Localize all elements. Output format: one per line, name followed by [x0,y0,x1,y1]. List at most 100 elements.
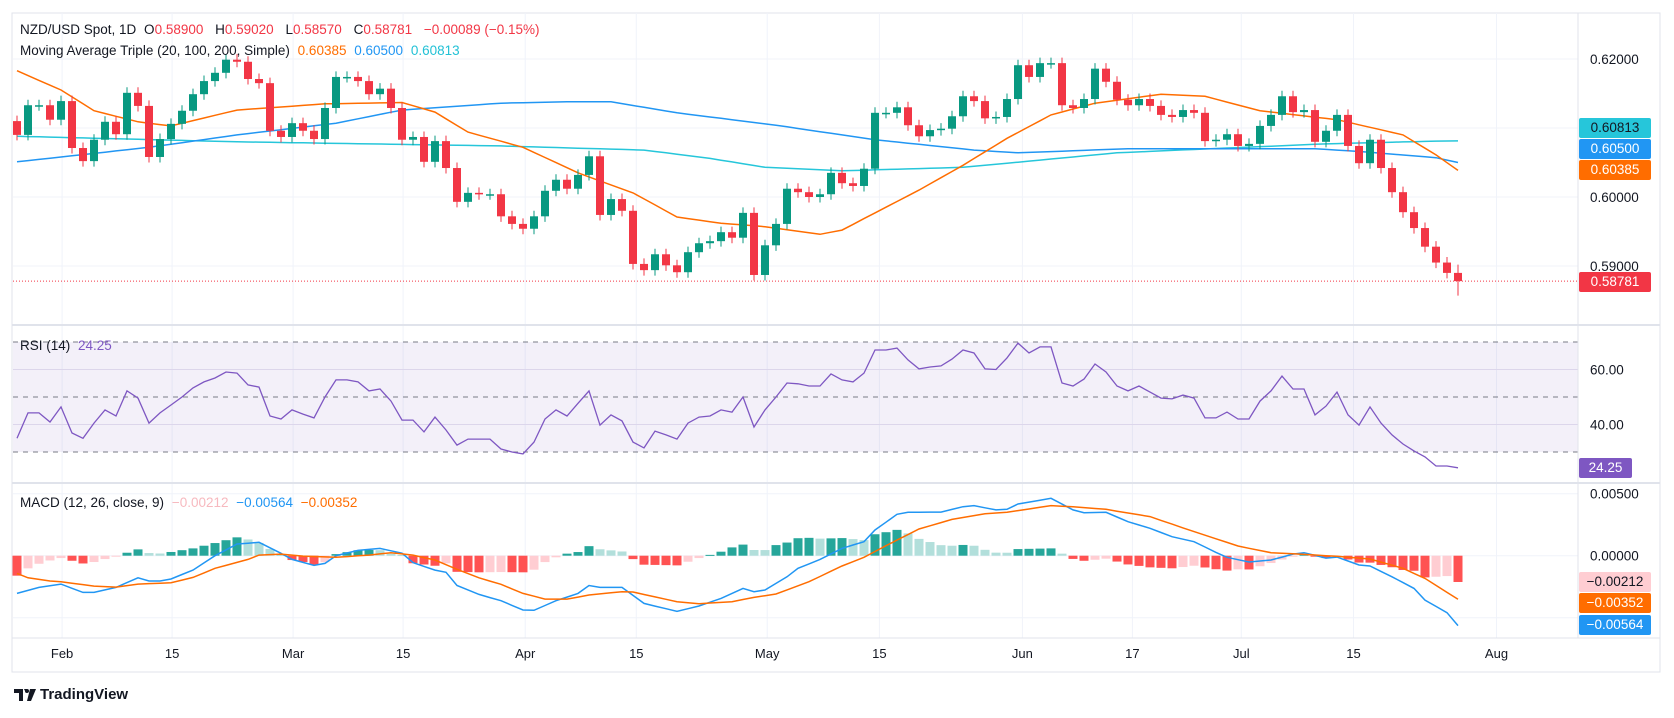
macd-histogram-bar [584,546,594,556]
low-value: 0.58570 [292,22,342,37]
ma-title[interactable]: Moving Average Triple (20, 100, 200, Sim… [20,43,290,58]
price-tick-label: 0.60000 [1590,190,1639,205]
macd-histogram-bar [1156,555,1166,568]
candle [728,226,736,244]
ma200-badge: 0.60813 [1579,118,1651,138]
candle-body [937,128,945,131]
candle-body [420,136,428,162]
candle [277,125,285,143]
candle-body [904,107,912,126]
candle [431,135,439,168]
candle-body [387,88,395,108]
candle-body [1278,96,1286,115]
candle [926,124,934,142]
time-tick-label: Apr [515,646,536,661]
symbol-title[interactable]: NZD/USD Spot, 1D [20,22,137,37]
time-tick-label: 15 [629,646,643,661]
candle [574,169,582,195]
macd-histogram-bar [573,552,583,556]
candle-body [893,107,901,113]
candle [1058,57,1066,111]
macd-histogram-bar [1222,555,1232,571]
macd-histogram-bar [122,552,132,556]
candle [519,218,527,235]
tradingview-logo[interactable]: TradingView [14,686,128,703]
macd-histogram-bar [1079,555,1089,561]
candle-body [1355,145,1363,164]
candle-body [673,265,681,273]
rsi-title[interactable]: RSI (14) [20,338,71,353]
candle [1234,128,1242,152]
candle [453,162,461,208]
candle [1091,63,1099,105]
candle [640,258,648,276]
macd-histogram-bar [529,555,539,570]
macd-histogram-bar [595,549,605,556]
macd-histogram-bar [826,538,836,556]
macd-histogram-bar [298,555,308,563]
candle [1102,63,1110,88]
macd-histogram-bar [870,534,880,556]
macd-histogram-bar [1354,555,1364,563]
candle [1179,104,1187,123]
candle [178,105,186,130]
macd-histogram-bar [683,555,693,562]
macd-histogram-bar [1321,555,1331,559]
candle-body [189,94,197,111]
macd-signal-line [16,504,1459,605]
candle [1355,140,1363,169]
candle [684,246,692,278]
candle [563,174,571,195]
macd-histogram-bar [111,555,121,557]
candle [1366,134,1374,169]
candle-body [783,188,791,224]
candle [288,117,296,143]
candle [68,95,76,154]
candle [101,116,109,146]
ma100-badge: 0.60500 [1579,139,1651,159]
macd-histogram-bar [914,538,924,556]
macd-histogram-bar [1013,549,1023,556]
candle-body [354,76,362,82]
candle-body [1267,114,1275,126]
macd-histogram-bar [1431,555,1441,577]
macd-histogram-bar [1145,555,1155,568]
candle [1278,90,1286,121]
macd-histogram-bar [540,555,550,563]
candle-body [1311,110,1319,142]
candle-body [222,59,230,73]
ma200-value: 0.60813 [410,43,460,58]
open-label: O [144,22,155,37]
macd-histogram-bar [980,549,990,556]
macd-histogram-bar [1035,548,1045,556]
candle [1388,162,1396,198]
macd-histogram-bar [859,540,869,556]
high-label: H [215,22,225,37]
candle-body [1410,212,1418,229]
candle [794,183,802,198]
time-tick-label: 15 [165,646,179,661]
time-tick-label: Jul [1233,646,1250,661]
candle [970,90,978,107]
rsi-value: 24.25 [78,338,112,353]
candle-body [431,141,439,162]
macd-title[interactable]: MACD (12, 26, close, 9) [20,495,165,510]
candle [112,116,120,140]
candle-body [1102,68,1110,82]
macd-histogram-bar [606,550,616,556]
candle-body [629,210,637,264]
macd-histogram-bar [1090,555,1100,560]
candle [200,75,208,100]
candle [145,100,153,163]
macd-signal-badge: −0.00352 [1579,593,1651,613]
candle [849,177,857,192]
candle [739,207,747,244]
macd-histogram-bar [804,537,814,556]
macd-histogram-bar [441,555,451,564]
macd-histogram-bar [727,547,737,556]
macd-histogram-bar [903,533,913,556]
high-value: 0.59020 [224,22,274,37]
candle [673,259,681,278]
macd-histogram-bar [1178,555,1188,568]
